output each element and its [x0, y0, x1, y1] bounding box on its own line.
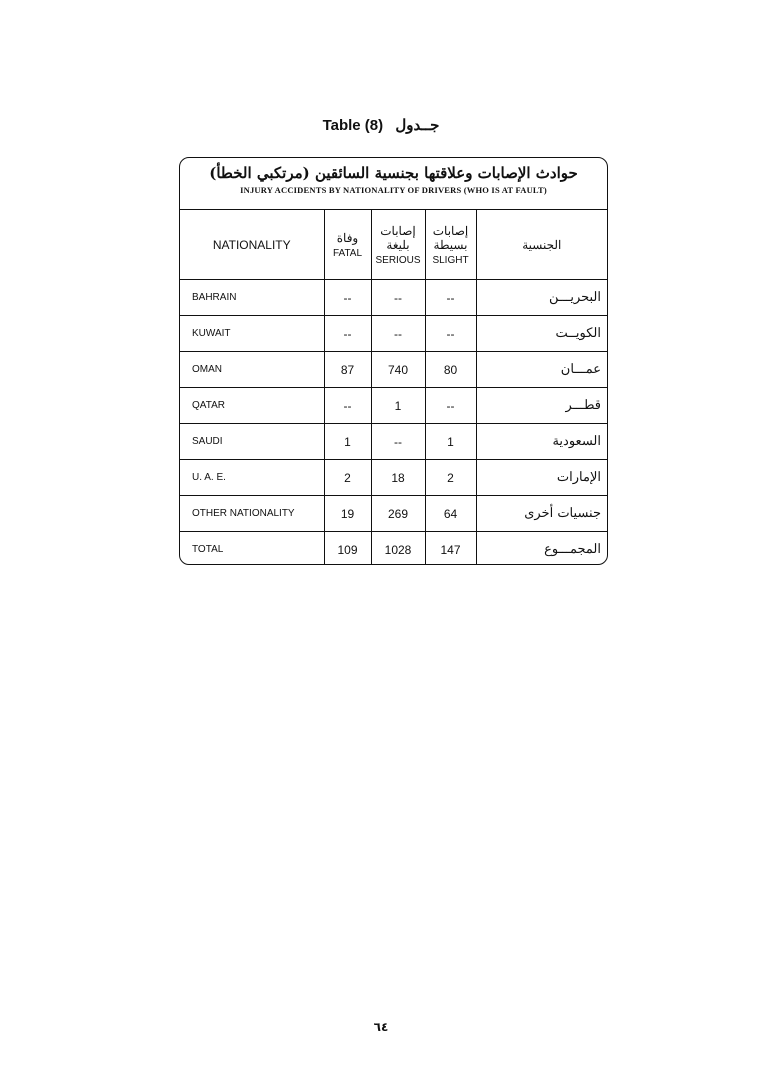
cell-serious: 1	[370, 387, 426, 424]
table-row: U. A. E. 2 18 2 الإمارات	[180, 459, 607, 496]
cell-slight: 2	[424, 459, 477, 496]
cell-serious: --	[370, 423, 426, 460]
cell-serious: 18	[370, 459, 426, 496]
cell-nationality-ar: الإمارات	[475, 459, 607, 496]
cell-nationality: QATAR	[180, 387, 325, 424]
cell-fatal: --	[323, 315, 372, 352]
header-serious-en: SERIOUS	[375, 254, 421, 266]
cell-fatal: 19	[323, 495, 372, 532]
cell-nationality-ar: جنسيات أخرى	[475, 495, 607, 532]
cell-nationality-ar: المجمـــوع	[475, 531, 607, 564]
table-row: BAHRAIN -- -- -- البحريـــن	[180, 279, 607, 316]
table-row: QATAR -- 1 -- قطـــر	[180, 387, 607, 424]
cell-slight: --	[424, 315, 477, 352]
cell-nationality: OMAN	[180, 351, 325, 388]
table-row: SAUDI 1 -- 1 السعودية	[180, 423, 607, 460]
header-fatal-en: FATAL	[332, 247, 363, 259]
cell-fatal: 87	[323, 351, 372, 388]
cell-slight: 1	[424, 423, 477, 460]
cell-fatal: --	[323, 279, 372, 316]
cell-serious: --	[370, 279, 426, 316]
cell-nationality: SAUDI	[180, 423, 325, 460]
table-title-ar: حوادث الإصابات وعلاقتها بجنسية السائقين …	[209, 164, 578, 182]
cell-serious: 269	[370, 495, 426, 532]
header-slight-en: SLIGHT	[432, 254, 469, 266]
header-slight: إصابات بسيطة SLIGHT	[424, 210, 477, 280]
caption-en: Table (8)	[322, 117, 384, 134]
cell-fatal: 1	[323, 423, 372, 460]
caption-ar: جــدول	[395, 117, 440, 134]
cell-serious: --	[370, 315, 426, 352]
cell-nationality: KUWAIT	[180, 315, 325, 352]
page-number: ٦٤	[373, 1020, 389, 1034]
cell-nationality-ar: السعودية	[475, 423, 607, 460]
header-fatal: وفاة FATAL	[323, 210, 372, 280]
cell-nationality: BAHRAIN	[180, 279, 325, 316]
cell-fatal: --	[323, 387, 372, 424]
header-serious: إصابات بليغة SERIOUS	[370, 210, 426, 280]
cell-nationality-ar: عمـــان	[475, 351, 607, 388]
table-row: OTHER NATIONALITY 19 269 64 جنسيات أخرى	[180, 495, 607, 532]
table-caption: Table (8) جــدول	[0, 116, 762, 134]
table-row: TOTAL 109 1028 147 المجمـــوع	[180, 531, 607, 564]
cell-nationality-ar: الكويــت	[475, 315, 607, 352]
cell-nationality: OTHER NATIONALITY	[180, 495, 325, 532]
table-row: KUWAIT -- -- -- الكويــت	[180, 315, 607, 352]
table-title-en: INJURY ACCIDENTS BY NATIONALITY OF DRIVE…	[240, 185, 547, 195]
cell-nationality-ar: البحريـــن	[475, 279, 607, 316]
header-nationality: NATIONALITY	[180, 210, 325, 280]
cell-slight: 64	[424, 495, 477, 532]
data-table-box: حوادث الإصابات وعلاقتها بجنسية السائقين …	[179, 157, 608, 565]
table-title-band: حوادث الإصابات وعلاقتها بجنسية السائقين …	[180, 158, 607, 210]
cell-fatal: 2	[323, 459, 372, 496]
cell-fatal: 109	[323, 531, 372, 564]
header-slight-ar: إصابات بسيطة	[432, 223, 469, 252]
cell-nationality-ar: قطـــر	[475, 387, 607, 424]
data-table: NATIONALITY وفاة FATAL إصابات بليغة SERIOU…	[180, 210, 607, 564]
cell-serious: 1028	[370, 531, 426, 564]
cell-slight: 80	[424, 351, 477, 388]
cell-serious: 740	[370, 351, 426, 388]
table-row: OMAN 87 740 80 عمـــان	[180, 351, 607, 388]
header-nationality-ar: الجنسية	[475, 210, 607, 280]
cell-slight: --	[424, 279, 477, 316]
cell-nationality: TOTAL	[180, 531, 325, 564]
cell-nationality: U. A. E.	[180, 459, 325, 496]
header-row: NATIONALITY وفاة FATAL إصابات بليغة SERIOU…	[180, 210, 607, 280]
cell-slight: --	[424, 387, 477, 424]
header-serious-ar: إصابات بليغة	[380, 223, 416, 252]
header-fatal-ar: وفاة	[336, 230, 359, 245]
cell-slight: 147	[424, 531, 477, 564]
